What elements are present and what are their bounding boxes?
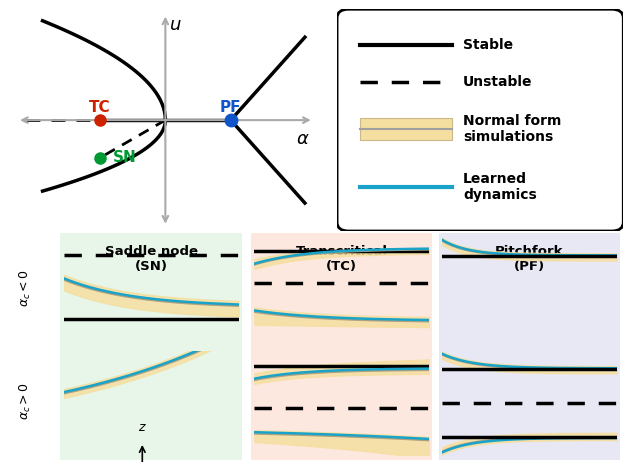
Text: $\alpha_c > 0$: $\alpha_c > 0$ bbox=[18, 382, 33, 419]
Text: $\alpha$: $\alpha$ bbox=[296, 130, 309, 148]
Text: Transcritical
(TC): Transcritical (TC) bbox=[296, 245, 388, 273]
Text: Saddle node
(SN): Saddle node (SN) bbox=[104, 245, 198, 273]
Text: SN: SN bbox=[113, 150, 137, 165]
Text: $z$: $z$ bbox=[138, 421, 147, 434]
FancyBboxPatch shape bbox=[55, 226, 247, 462]
Text: TC: TC bbox=[89, 100, 111, 115]
Text: Normal form
simulations: Normal form simulations bbox=[463, 114, 562, 144]
FancyBboxPatch shape bbox=[433, 226, 626, 462]
Text: Stable: Stable bbox=[463, 38, 513, 52]
Text: $\alpha_c < 0$: $\alpha_c < 0$ bbox=[18, 269, 33, 306]
Text: Pitchfork
(PF): Pitchfork (PF) bbox=[495, 245, 563, 273]
FancyBboxPatch shape bbox=[337, 9, 623, 231]
Text: Learned
dynamics: Learned dynamics bbox=[463, 171, 537, 202]
FancyBboxPatch shape bbox=[360, 118, 452, 140]
Text: $u$: $u$ bbox=[169, 16, 181, 34]
Text: Unstable: Unstable bbox=[463, 75, 532, 90]
Text: PF: PF bbox=[220, 100, 242, 115]
FancyBboxPatch shape bbox=[245, 226, 438, 462]
